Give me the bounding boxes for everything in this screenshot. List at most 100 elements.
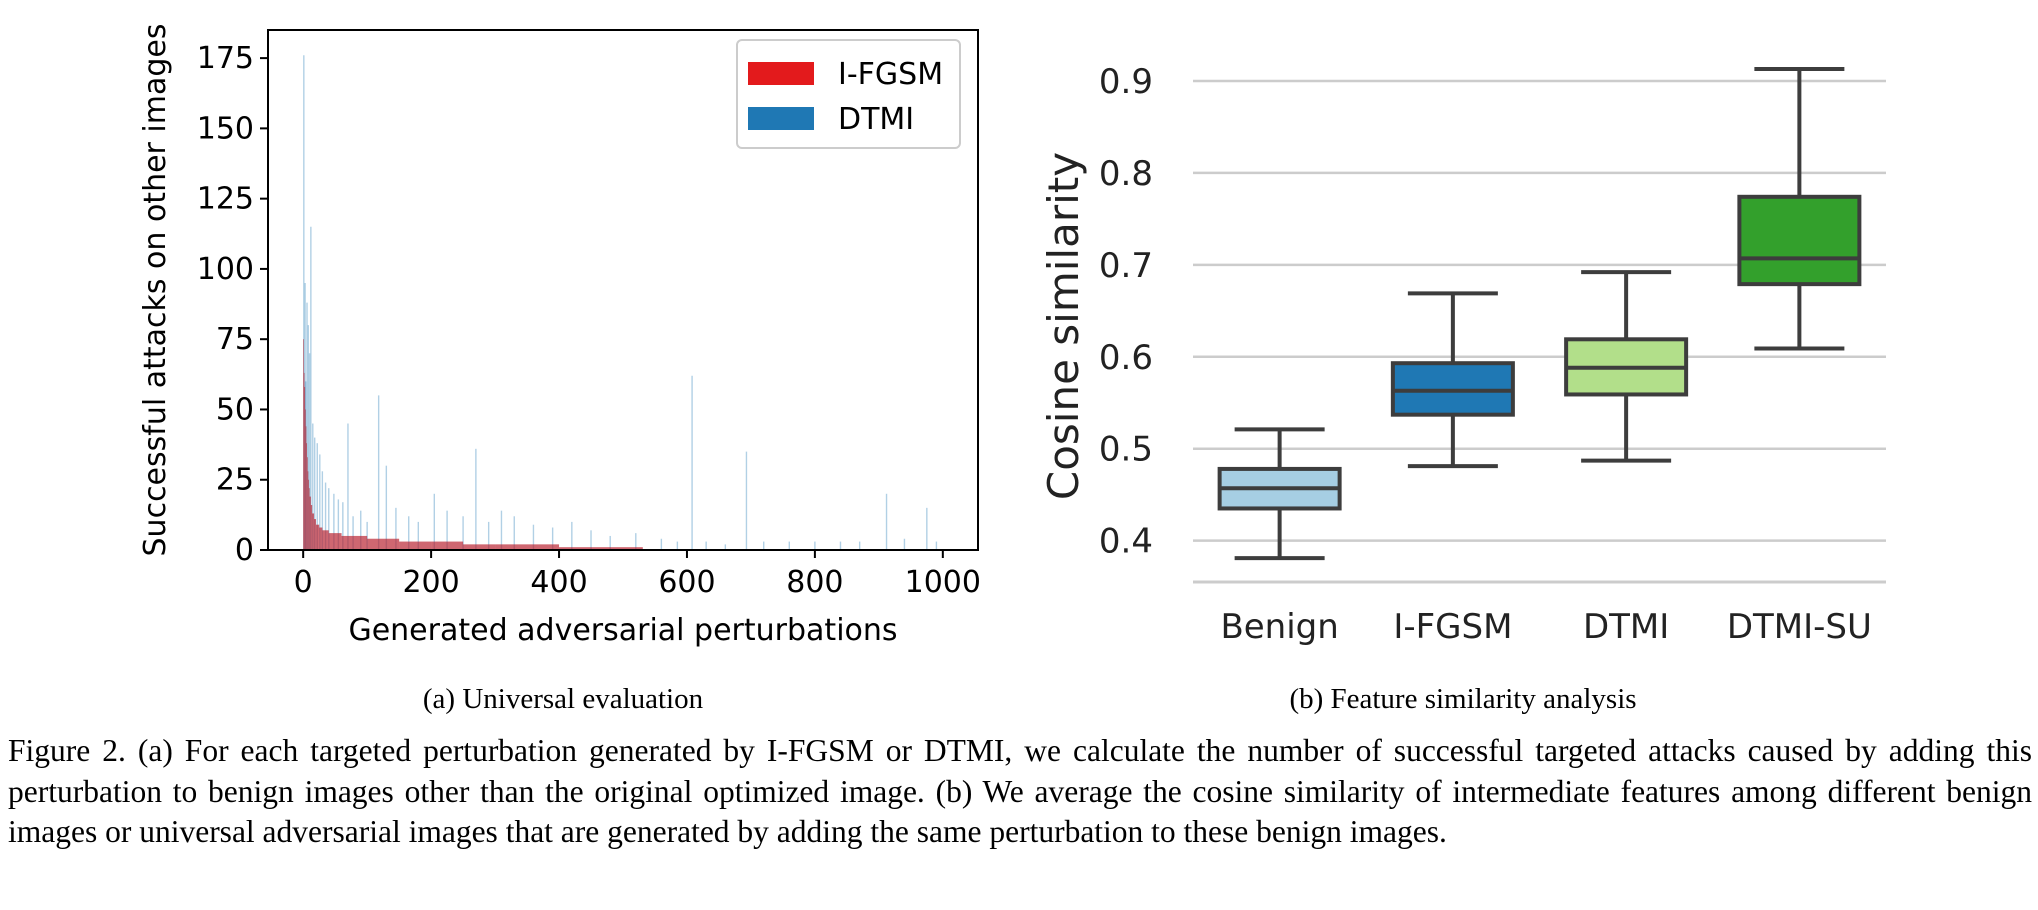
a-x-tick-label: 800 <box>786 565 843 600</box>
ifgsm-bar <box>463 544 496 550</box>
a-y-tick-label: 75 <box>216 322 254 357</box>
ifgsm-bar-overlay <box>341 535 368 550</box>
a-y-tick-label: 0 <box>235 533 254 568</box>
a-x-axis-label: Generated adversarial perturbations <box>348 613 897 648</box>
b-y-axis-label: Cosine similarity <box>1039 152 1088 500</box>
a-legend-swatch-ifgsm <box>748 62 814 85</box>
ifgsm-bar-overlay <box>307 471 309 550</box>
a-x-tick-label: 400 <box>530 565 587 600</box>
b-x-tick-label: DTMI <box>1583 607 1669 647</box>
ifgsm-bar <box>310 505 313 550</box>
figure-caption: Figure 2. (a) For each targeted perturba… <box>8 733 2032 849</box>
ifgsm-bar-overlay <box>623 547 643 550</box>
ifgsm-bar <box>367 538 400 550</box>
ifgsm-bar <box>305 426 307 550</box>
ifgsm-bar-overlay <box>314 519 316 550</box>
ifgsm-bar-overlay <box>309 496 311 550</box>
ifgsm-bar-overlay <box>399 541 432 550</box>
ifgsm-bar <box>308 488 310 550</box>
ifgsm-bar-overlay <box>305 426 307 550</box>
ifgsm-bar <box>314 519 316 550</box>
ifgsm-bar <box>308 479 309 550</box>
a-legend-label-dtmi: DTMI <box>838 102 914 137</box>
ifgsm-bar <box>307 471 309 550</box>
ifgsm-bar-overlay <box>495 544 560 550</box>
ifgsm-bar-overlay <box>319 527 323 550</box>
ifgsm-bar-overlay <box>306 443 308 550</box>
ifgsm-bar <box>305 409 306 550</box>
panel-b-boxplot: 0.4 0.5 0.6 0.7 0.8 0.9 Benign I-FGSM DTMI DTMI-… <box>1039 62 1886 715</box>
a-y-tick-label: 175 <box>197 41 254 76</box>
box-benign <box>1217 427 1342 561</box>
a-x-tick-label: 1000 <box>905 565 981 600</box>
iqr-box <box>1737 194 1862 287</box>
b-x-tick-label: I-FGSM <box>1393 607 1512 647</box>
ifgsm-bar-overlay <box>303 372 305 550</box>
ifgsm-bar <box>303 372 305 550</box>
b-x-ticks: Benign I-FGSM DTMI DTMI-SU <box>1220 607 1871 647</box>
a-legend-label-ifgsm: I-FGSM <box>838 57 943 92</box>
ifgsm-bar-overlay <box>312 513 315 550</box>
b-subcaption: (b) Feature similarity analysis <box>1289 683 1636 715</box>
a-bars-group <box>303 55 938 550</box>
ifgsm-bar <box>559 547 623 550</box>
ifgsm-bar <box>304 386 306 550</box>
ifgsm-bar <box>319 527 323 550</box>
a-x-tick-label: 600 <box>658 565 715 600</box>
figure-canvas: 0 200 400 600 800 1000 0 25 50 75 100 125 150 175 Ge… <box>138 24 1886 715</box>
ifgsm-bar-overlay <box>310 505 313 550</box>
b-y-tick-label: 0.6 <box>1099 338 1153 378</box>
a-y-tick-label: 150 <box>197 111 254 146</box>
box-dtmi <box>1564 270 1689 463</box>
b-y-tick-label: 0.9 <box>1099 62 1153 102</box>
ifgsm-bar-overlay <box>308 488 310 550</box>
a-x-tick-label: 0 <box>294 565 313 600</box>
ifgsm-bar <box>341 535 368 550</box>
b-x-tick-label: DTMI-SU <box>1727 607 1872 647</box>
b-y-tick-label: 0.8 <box>1099 154 1153 194</box>
ifgsm-bar-overlay <box>431 541 464 550</box>
a-y-tick-label: 100 <box>197 252 254 287</box>
a-legend: I-FGSM DTMI <box>736 39 961 149</box>
ifgsm-bar-overlay <box>642 547 643 550</box>
ifgsm-bar <box>322 530 329 550</box>
ifgsm-bar-overlay <box>463 544 496 550</box>
a-x-ticks: 0 200 400 600 800 1000 <box>294 550 981 600</box>
ifgsm-bar-overlay <box>315 524 320 550</box>
box-i-fgsm <box>1390 291 1515 469</box>
ifgsm-bar-overlay <box>367 538 400 550</box>
ifgsm-bar <box>495 544 560 550</box>
a-y-axis-label: Successful attacks on other images <box>138 24 173 557</box>
b-x-tick-label: Benign <box>1220 607 1338 647</box>
ifgsm-bar-overlay <box>559 547 623 550</box>
ifgsm-bar <box>315 524 320 550</box>
ifgsm-bar <box>303 339 304 550</box>
a-y-tick-label: 25 <box>216 463 254 498</box>
b-y-tick-label: 0.5 <box>1099 430 1153 470</box>
b-gridlines <box>1193 79 1886 542</box>
ifgsm-bar-overlay <box>304 386 306 550</box>
a-legend-swatch-dtmi <box>748 107 814 130</box>
a-y-ticks: 0 25 50 75 100 125 150 175 <box>197 41 268 568</box>
ifgsm-bar <box>306 443 308 550</box>
ifgsm-bar <box>431 541 464 550</box>
ifgsm-bar-overlay <box>303 339 304 550</box>
b-y-ticks: 0.4 0.5 0.6 0.7 0.8 0.9 <box>1099 62 1153 562</box>
ifgsm-bar-overlay <box>308 479 309 550</box>
ifgsm-bar <box>623 547 643 550</box>
ifgsm-bar <box>328 533 342 550</box>
ifgsm-bar-overlay <box>305 409 306 550</box>
a-x-tick-label: 200 <box>402 565 459 600</box>
b-boxes-group <box>1217 67 1862 561</box>
panel-a-histogram: 0 200 400 600 800 1000 0 25 50 75 100 125 150 175 Ge… <box>138 24 981 715</box>
b-y-tick-label: 0.7 <box>1099 246 1153 286</box>
ifgsm-bar-overlay <box>328 533 342 550</box>
a-y-tick-label: 50 <box>216 392 254 427</box>
a-plot-frame <box>267 29 979 551</box>
a-subcaption: (a) Universal evaluation <box>423 683 704 715</box>
ifgsm-bar <box>309 496 311 550</box>
ifgsm-bar <box>642 547 643 550</box>
ifgsm-bar <box>399 541 432 550</box>
ifgsm-bar-overlay <box>307 457 308 550</box>
ifgsm-bar-overlay <box>322 530 329 550</box>
